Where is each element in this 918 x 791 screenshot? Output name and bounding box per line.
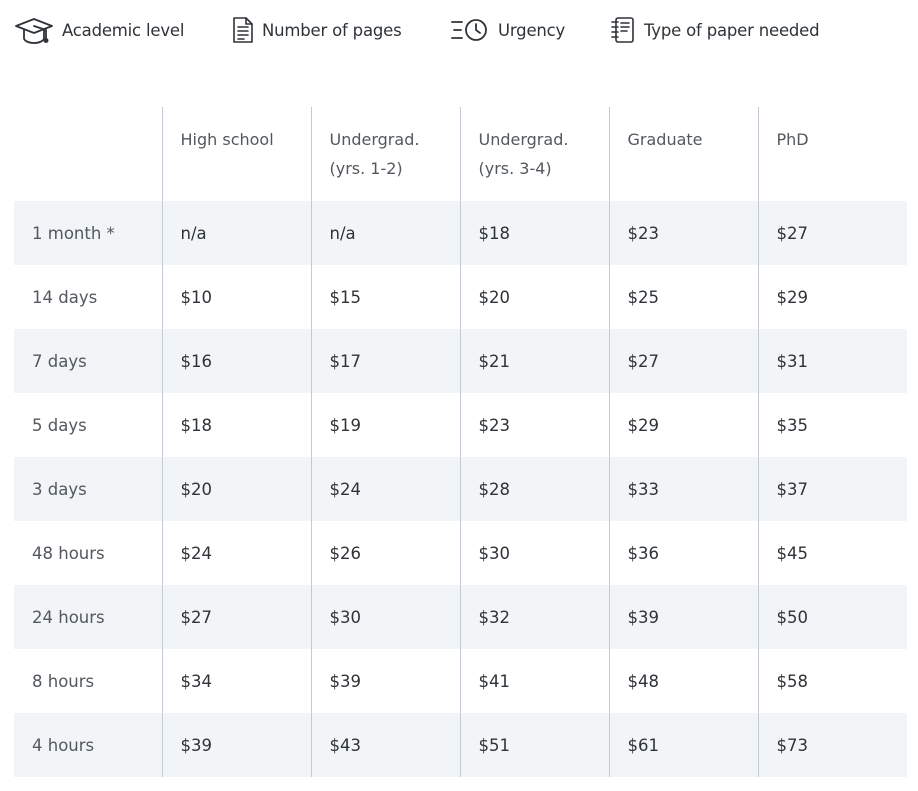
price-cell: $15 <box>310 265 460 329</box>
price-cell: $27 <box>608 329 758 393</box>
factor-number-of-pages[interactable]: Number of pages <box>232 14 402 46</box>
price-cell: n/a <box>161 201 311 265</box>
price-cell: $28 <box>459 457 609 521</box>
column-header-line: PhD <box>776 130 809 149</box>
price-cell: $36 <box>608 521 758 585</box>
deadline-cell: 3 days <box>14 457 162 521</box>
column-header-undergrad-1-2: Undergrad. (yrs. 1-2) <box>310 107 460 201</box>
price-cell: $27 <box>161 585 311 649</box>
column-header-line: (yrs. 3-4) <box>478 159 552 178</box>
price-cell: $39 <box>608 585 758 649</box>
corner-header <box>14 107 162 201</box>
price-cell: $20 <box>161 457 311 521</box>
factor-type-of-paper[interactable]: Type of paper needed <box>610 14 820 46</box>
price-cell: $18 <box>161 393 311 457</box>
column-header-phd: PhD <box>757 107 907 201</box>
price-cell: $34 <box>161 649 311 713</box>
price-cell: $27 <box>757 201 907 265</box>
price-cell: $23 <box>608 201 758 265</box>
graduation-cap-icon <box>14 14 54 46</box>
price-cell: $29 <box>608 393 758 457</box>
price-cell: $23 <box>459 393 609 457</box>
column-header-line: High school <box>180 130 274 149</box>
price-cell: $37 <box>757 457 907 521</box>
price-cell: $32 <box>459 585 609 649</box>
table-row: 48 hours $24 $26 $30 $36 $45 <box>14 521 907 585</box>
document-icon <box>232 16 254 44</box>
price-table: High school Undergrad. (yrs. 1-2) Underg… <box>14 107 907 777</box>
table-row: 5 days $18 $19 $23 $29 $35 <box>14 393 907 457</box>
table-header-row: High school Undergrad. (yrs. 1-2) Underg… <box>14 107 907 201</box>
price-cell: $48 <box>608 649 758 713</box>
column-header-undergrad-3-4: Undergrad. (yrs. 3-4) <box>459 107 609 201</box>
table-row: 24 hours $27 $30 $32 $39 $50 <box>14 585 907 649</box>
price-cell: $30 <box>310 585 460 649</box>
table-row: 1 month * n/a n/a $18 $23 $27 <box>14 201 907 265</box>
price-cell: $50 <box>757 585 907 649</box>
price-cell: $19 <box>310 393 460 457</box>
price-cell: $41 <box>459 649 609 713</box>
table-row: 8 hours $34 $39 $41 $48 $58 <box>14 649 907 713</box>
clock-list-icon <box>450 16 490 44</box>
price-cell: $73 <box>757 713 907 777</box>
factor-label: Academic level <box>62 20 185 40</box>
deadline-cell: 24 hours <box>14 585 162 649</box>
price-cell: $26 <box>310 521 460 585</box>
price-cell: $31 <box>757 329 907 393</box>
price-cell: $16 <box>161 329 311 393</box>
price-cell: n/a <box>310 201 460 265</box>
price-cell: $24 <box>161 521 311 585</box>
column-header-line: Undergrad. <box>478 130 569 149</box>
deadline-cell: 48 hours <box>32 543 105 563</box>
price-factors-bar: Academic level Number of pages <box>14 14 914 46</box>
price-cell: $24 <box>310 457 460 521</box>
price-cell: $20 <box>459 265 609 329</box>
price-cell: $35 <box>757 393 907 457</box>
column-header-line: Undergrad. <box>329 130 420 149</box>
price-cell: $61 <box>608 713 758 777</box>
factor-label: Urgency <box>498 20 566 40</box>
column-header-high-school: High school <box>161 107 311 201</box>
price-cell: $10 <box>161 265 311 329</box>
price-cell: $25 <box>608 265 758 329</box>
notebook-icon <box>610 15 636 45</box>
price-cell: $45 <box>757 521 907 585</box>
price-cell: $39 <box>161 713 311 777</box>
deadline-cell: 7 days <box>14 329 162 393</box>
table-row: 3 days $20 $24 $28 $33 $37 <box>14 457 907 521</box>
price-cell: $51 <box>459 713 609 777</box>
table-row: 7 days $16 $17 $21 $27 $31 <box>14 329 907 393</box>
price-cell: $17 <box>310 329 460 393</box>
price-cell: $30 <box>459 521 609 585</box>
price-cell: $58 <box>757 649 907 713</box>
column-header-line: Graduate <box>627 130 703 149</box>
table-row: 14 days $10 $15 $20 $25 $29 <box>14 265 907 329</box>
factor-urgency[interactable]: Urgency <box>450 14 565 46</box>
deadline-cell: 8 hours <box>32 671 95 691</box>
deadline-cell: 1 month * <box>14 201 162 265</box>
price-cell: $18 <box>459 201 609 265</box>
factor-label: Number of pages <box>262 20 402 40</box>
price-cell: $29 <box>757 265 907 329</box>
deadline-cell: 5 days <box>32 415 87 435</box>
price-cell: $33 <box>608 457 758 521</box>
deadline-cell: 14 days <box>32 287 98 307</box>
deadline-cell: 4 hours <box>14 713 162 777</box>
column-header-line: (yrs. 1-2) <box>329 159 403 178</box>
factor-academic-level[interactable]: Academic level <box>14 14 184 46</box>
price-cell: $39 <box>310 649 460 713</box>
price-cell: $21 <box>459 329 609 393</box>
table-row: 4 hours $39 $43 $51 $61 $73 <box>14 713 907 777</box>
column-header-graduate: Graduate <box>608 107 758 201</box>
factor-label: Type of paper needed <box>644 20 820 40</box>
price-cell: $43 <box>310 713 460 777</box>
